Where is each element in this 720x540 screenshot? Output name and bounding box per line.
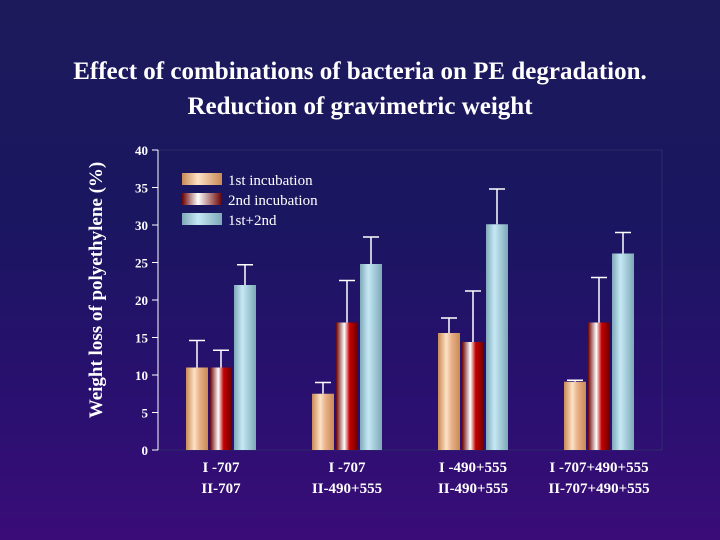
bar-2-2 [336, 322, 358, 450]
bar-1-1 [186, 367, 208, 450]
bar-2-1 [210, 367, 232, 450]
x-tick-label: I -490+555 [439, 460, 507, 476]
bar-1-4 [564, 381, 586, 450]
bar-3-3 [486, 224, 508, 450]
bar-3-4 [612, 253, 634, 450]
chart-title: Effect of combinations of bacteria on PE… [73, 58, 647, 85]
bar-1-2 [312, 393, 334, 450]
y-tick-label: 15 [135, 331, 149, 346]
legend-label: 1st+2nd [228, 213, 277, 229]
y-tick-label: 35 [135, 181, 149, 196]
chart-subtitle: Reduction of gravimetric weight [187, 93, 533, 120]
bar-3-2 [360, 264, 382, 450]
y-tick-label: 5 [142, 406, 149, 421]
x-tick-label: I -707+490+555 [549, 460, 648, 476]
bar-2-4 [588, 322, 610, 450]
y-tick-label: 40 [135, 143, 148, 158]
bar-2-3 [462, 342, 484, 450]
y-tick-label: 30 [135, 218, 148, 233]
y-tick-label: 0 [142, 443, 149, 458]
bar-3-1 [234, 285, 256, 450]
y-axis-label: Weight loss of polyethylene (%) [86, 162, 107, 419]
y-tick-label: 20 [135, 293, 148, 308]
legend-label: 2nd incubation [228, 193, 318, 209]
x-tick-label: I -707 [328, 460, 366, 476]
x-tick-label: II-707 [201, 481, 241, 497]
x-tick-label: II-490+555 [438, 481, 508, 497]
x-tick-label: II-490+555 [312, 481, 382, 497]
legend-label: 1st incubation [228, 173, 313, 189]
legend-swatch [182, 173, 222, 185]
legend-swatch [182, 193, 222, 205]
y-tick-label: 10 [135, 368, 148, 383]
bar-1-3 [438, 333, 460, 450]
y-tick-label: 25 [135, 256, 149, 271]
legend-swatch [182, 213, 222, 225]
x-tick-label: II-707+490+555 [548, 481, 649, 497]
x-tick-label: I -707 [202, 460, 240, 476]
